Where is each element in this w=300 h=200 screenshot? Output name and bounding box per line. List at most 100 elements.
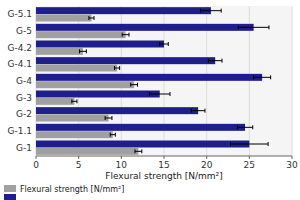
x-tick-label: 25 (244, 160, 255, 170)
error-cap (191, 109, 192, 113)
error-line (131, 84, 138, 85)
error-line (254, 77, 271, 78)
bar (36, 65, 117, 72)
error-cap (114, 66, 115, 70)
bar (36, 124, 245, 131)
error-bar (115, 66, 120, 70)
error-line (89, 18, 94, 19)
error-line (191, 110, 205, 111)
error-cap (222, 59, 223, 63)
error-line (72, 101, 77, 102)
y-tick-label: G-1 (16, 143, 32, 153)
error-line (80, 51, 87, 52)
y-tick-label: G-4 (16, 76, 32, 86)
error-cap (119, 66, 120, 70)
error-cap (270, 75, 271, 79)
bar (36, 141, 249, 148)
error-bar (191, 109, 205, 113)
legend: Flexural strength [N/mm²] (4, 185, 124, 200)
x-tick-label: 15 (158, 160, 169, 170)
error-bar (72, 99, 77, 103)
error-cap (122, 33, 123, 37)
error-cap (253, 75, 254, 79)
error-cap (134, 149, 135, 153)
error-cap (221, 9, 222, 13)
bars (36, 7, 271, 155)
x-axis-label: Flexural strength [N/mm²] (105, 171, 222, 181)
error-cap (115, 133, 116, 137)
x-tick-label: 20 (201, 160, 213, 170)
error-bar (254, 75, 271, 79)
error-bar (237, 125, 252, 129)
error-bar (122, 33, 129, 37)
error-line (115, 68, 120, 69)
error-cap (129, 33, 130, 37)
error-bar (238, 25, 269, 29)
legend-swatch (4, 194, 16, 200)
error-cap (204, 109, 205, 113)
bar (36, 91, 160, 98)
error-line (231, 144, 269, 145)
error-cap (88, 16, 89, 20)
error-cap (159, 42, 160, 46)
error-bar (80, 49, 87, 53)
plot-background (36, 6, 292, 156)
bar (36, 81, 134, 88)
error-bar (131, 83, 138, 87)
x-axis-line (36, 156, 292, 157)
y-tick-label: G-5.1 (7, 9, 32, 19)
bar (36, 131, 113, 138)
error-line (160, 44, 169, 45)
error-cap (71, 99, 72, 103)
error-line (135, 151, 142, 152)
bar (36, 7, 211, 14)
error-cap (105, 116, 106, 120)
error-line (238, 27, 269, 28)
error-cap (110, 133, 111, 137)
error-cap (168, 42, 169, 46)
error-cap (268, 142, 269, 146)
error-cap (79, 49, 80, 53)
error-cap (169, 92, 170, 96)
error-cap (137, 83, 138, 87)
x-tick-label: 5 (76, 160, 82, 170)
error-cap (208, 59, 209, 63)
error-bar (89, 16, 94, 20)
legend-label: Flexural strength [N/mm²] (20, 185, 124, 194)
bar (36, 98, 74, 105)
grid-line (292, 6, 293, 156)
error-bar (105, 116, 112, 120)
error-line (237, 127, 252, 128)
error-cap (94, 16, 95, 20)
error-cap (230, 142, 231, 146)
error-bar (160, 42, 169, 46)
x-tick-label: 0 (33, 160, 39, 170)
error-line (149, 94, 169, 95)
chart: 0 5 10 15 20 25 30 Flexural strength [N/mm²] G-5… (0, 0, 300, 200)
error-cap (149, 92, 150, 96)
error-cap (237, 125, 238, 129)
y-tick-label: G-2 (16, 109, 32, 119)
y-tick-label: G-5 (16, 26, 32, 36)
bar (36, 74, 262, 81)
error-line (208, 60, 222, 61)
bar (36, 57, 215, 64)
bar (36, 48, 83, 55)
bar (36, 24, 254, 31)
bar (36, 107, 198, 114)
error-bar (135, 149, 142, 153)
error-cap (76, 99, 77, 103)
bar (36, 41, 164, 48)
error-cap (130, 83, 131, 87)
error-bar (149, 92, 169, 96)
error-bar (231, 142, 269, 146)
bar (36, 148, 138, 155)
x-tick-label: 30 (286, 160, 298, 170)
y-tick-label: G-4.2 (7, 43, 32, 53)
error-cap (111, 116, 112, 120)
error-cap (86, 49, 87, 53)
x-tick-label: 10 (116, 160, 128, 170)
error-cap (252, 125, 253, 129)
bar (36, 115, 109, 122)
error-cap (200, 9, 201, 13)
